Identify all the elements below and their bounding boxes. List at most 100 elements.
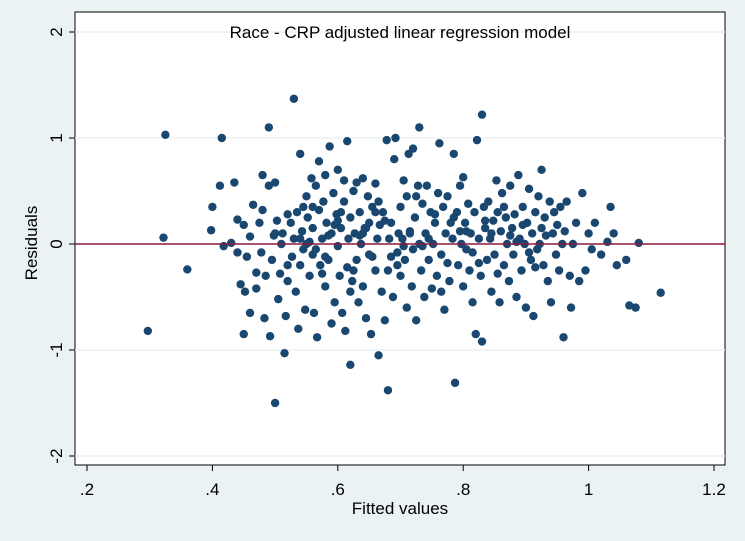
data-point	[559, 333, 568, 342]
data-point	[443, 192, 452, 201]
data-point	[377, 287, 386, 296]
data-point	[255, 218, 264, 227]
data-point	[474, 258, 484, 268]
y-tick-label: 2	[47, 27, 66, 36]
data-point	[270, 178, 280, 187]
data-point	[335, 271, 344, 280]
data-point	[368, 252, 377, 261]
data-point	[497, 188, 507, 198]
data-point	[527, 229, 537, 238]
data-point	[333, 216, 342, 225]
data-point	[239, 220, 248, 230]
data-point	[518, 220, 527, 230]
data-point	[292, 208, 302, 217]
data-point	[208, 202, 217, 212]
data-point	[551, 250, 561, 259]
data-point	[545, 197, 554, 206]
data-point	[252, 284, 261, 293]
data-point	[453, 261, 463, 270]
data-point	[337, 308, 347, 318]
data-point	[459, 282, 468, 291]
data-point	[437, 287, 446, 296]
data-point	[385, 234, 394, 243]
data-point	[490, 250, 499, 259]
data-point	[346, 360, 355, 370]
data-point	[295, 261, 305, 270]
data-point	[407, 282, 416, 291]
data-point	[477, 110, 487, 119]
data-point	[272, 216, 282, 225]
data-point	[462, 227, 471, 236]
data-point	[402, 303, 411, 312]
data-point	[386, 252, 396, 261]
data-point	[418, 199, 427, 208]
data-point	[455, 181, 465, 190]
data-point	[622, 255, 631, 265]
data-point	[410, 213, 420, 222]
data-point	[321, 252, 330, 261]
data-point	[581, 266, 590, 275]
data-point	[324, 231, 333, 240]
data-point	[327, 319, 336, 328]
data-point	[383, 386, 393, 395]
data-point	[358, 282, 368, 291]
data-point	[465, 266, 474, 275]
data-point	[159, 233, 168, 242]
data-point	[408, 144, 418, 153]
data-point	[554, 266, 564, 275]
data-point	[358, 229, 368, 238]
data-point	[336, 208, 346, 217]
data-point	[506, 231, 515, 240]
data-point	[556, 202, 565, 212]
data-point	[346, 213, 355, 222]
data-point	[437, 250, 446, 259]
data-point	[411, 316, 421, 325]
data-point	[468, 298, 477, 307]
data-point	[445, 276, 454, 286]
data-point	[330, 298, 339, 307]
data-point	[361, 314, 371, 323]
data-point	[405, 227, 415, 236]
data-point	[504, 276, 514, 286]
data-point	[275, 269, 285, 278]
data-point	[438, 202, 448, 212]
data-point	[455, 227, 465, 236]
data-point	[398, 234, 407, 243]
data-point	[309, 308, 319, 318]
data-point	[380, 316, 390, 325]
data-point	[507, 223, 517, 233]
data-point	[322, 218, 331, 227]
data-point	[450, 378, 460, 388]
data-point	[430, 218, 440, 227]
data-point	[267, 255, 277, 265]
data-point	[312, 333, 322, 342]
data-point	[303, 213, 312, 222]
data-point	[418, 241, 427, 251]
data-point	[518, 202, 527, 212]
data-point	[471, 329, 480, 339]
data-point	[297, 227, 307, 236]
data-point	[295, 234, 305, 243]
data-point	[634, 238, 643, 248]
data-point	[352, 255, 361, 265]
data-point	[574, 276, 584, 286]
data-point	[270, 229, 280, 238]
data-point	[349, 266, 358, 275]
x-tick-label: 1.2	[702, 480, 726, 499]
data-point	[492, 176, 501, 185]
data-point	[499, 261, 509, 270]
data-point	[540, 213, 549, 222]
data-point	[242, 252, 252, 261]
data-point	[233, 248, 242, 257]
data-point	[612, 261, 622, 270]
data-point	[245, 308, 255, 318]
data-point	[393, 248, 402, 257]
data-point	[289, 234, 299, 243]
data-point	[366, 329, 376, 339]
data-point	[487, 229, 496, 238]
x-tick-label: .2	[80, 480, 94, 499]
data-point	[517, 266, 526, 275]
data-point	[553, 220, 562, 230]
data-point	[420, 292, 429, 302]
data-point	[537, 223, 546, 233]
